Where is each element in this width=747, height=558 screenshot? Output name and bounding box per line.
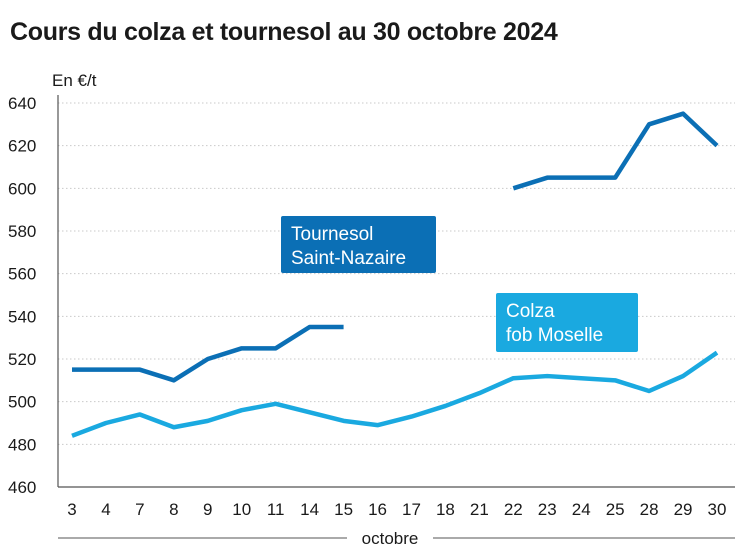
- x-tick-label: 4: [101, 500, 110, 519]
- series-layer: [71, 111, 719, 438]
- x-tick-label: 9: [203, 500, 212, 519]
- series-label-text: Saint-Nazaire: [291, 248, 406, 269]
- y-tick-label: 520: [8, 350, 36, 369]
- x-tick-label: 16: [368, 500, 387, 519]
- y-tick-label: 460: [8, 478, 36, 497]
- x-tick-label: 14: [300, 500, 319, 519]
- y-tick-label: 640: [8, 94, 36, 113]
- y-tick-label: 620: [8, 137, 36, 156]
- x-tick-label: 18: [436, 500, 455, 519]
- y-tick-label: 540: [8, 307, 36, 326]
- x-axis-label: octobre: [362, 529, 419, 548]
- x-tick-label: 28: [640, 500, 659, 519]
- series-label-text: Colza: [506, 301, 555, 322]
- x-tick-label: 3: [67, 500, 76, 519]
- series-label-box: [281, 216, 436, 273]
- series-line-tournesol: [72, 324, 344, 383]
- x-tick-label: 23: [538, 500, 557, 519]
- x-tick-label: 11: [267, 500, 285, 519]
- series-label-text: Tournesol: [291, 224, 373, 245]
- axis-layer: 460 480 500 520 540 560 580 600 620 640 En €/t 3 4 7 8…: [8, 71, 735, 548]
- x-tick-label: 30: [708, 500, 727, 519]
- y-tick-label: 580: [8, 222, 36, 241]
- x-tick-label: 8: [169, 500, 178, 519]
- series-line-tournesol: [512, 111, 719, 191]
- x-tick-label: 15: [334, 500, 353, 519]
- grid-layer: [58, 102, 735, 445]
- y-tick-label: 600: [8, 179, 36, 198]
- y-tick-label: 480: [8, 435, 36, 454]
- series-labels: Tournesol Saint-Nazaire Colza fob Moselle: [281, 216, 638, 352]
- series-label-colza: Colza fob Moselle: [496, 293, 638, 352]
- series-label-tournesol: Tournesol Saint-Nazaire: [281, 216, 436, 273]
- chart-title: Cours du colza et tournesol au 30 octobr…: [10, 18, 558, 46]
- series-line-colza: [71, 350, 719, 438]
- x-tick-label: 17: [402, 500, 421, 519]
- y-tick-label: 560: [8, 265, 36, 284]
- x-tick-label: 24: [572, 500, 591, 519]
- series-label-text: fob Moselle: [506, 325, 603, 346]
- series-label-box: [496, 293, 638, 352]
- x-tick-label: 22: [504, 500, 523, 519]
- y-axis-label: En €/t: [52, 71, 97, 90]
- x-tick-label: 21: [470, 500, 489, 519]
- y-tick-label: 500: [8, 393, 36, 412]
- x-tick-label: 29: [674, 500, 693, 519]
- x-tick-label: 10: [232, 500, 251, 519]
- x-tick-label: 25: [606, 500, 625, 519]
- x-tick-label: 7: [135, 500, 144, 519]
